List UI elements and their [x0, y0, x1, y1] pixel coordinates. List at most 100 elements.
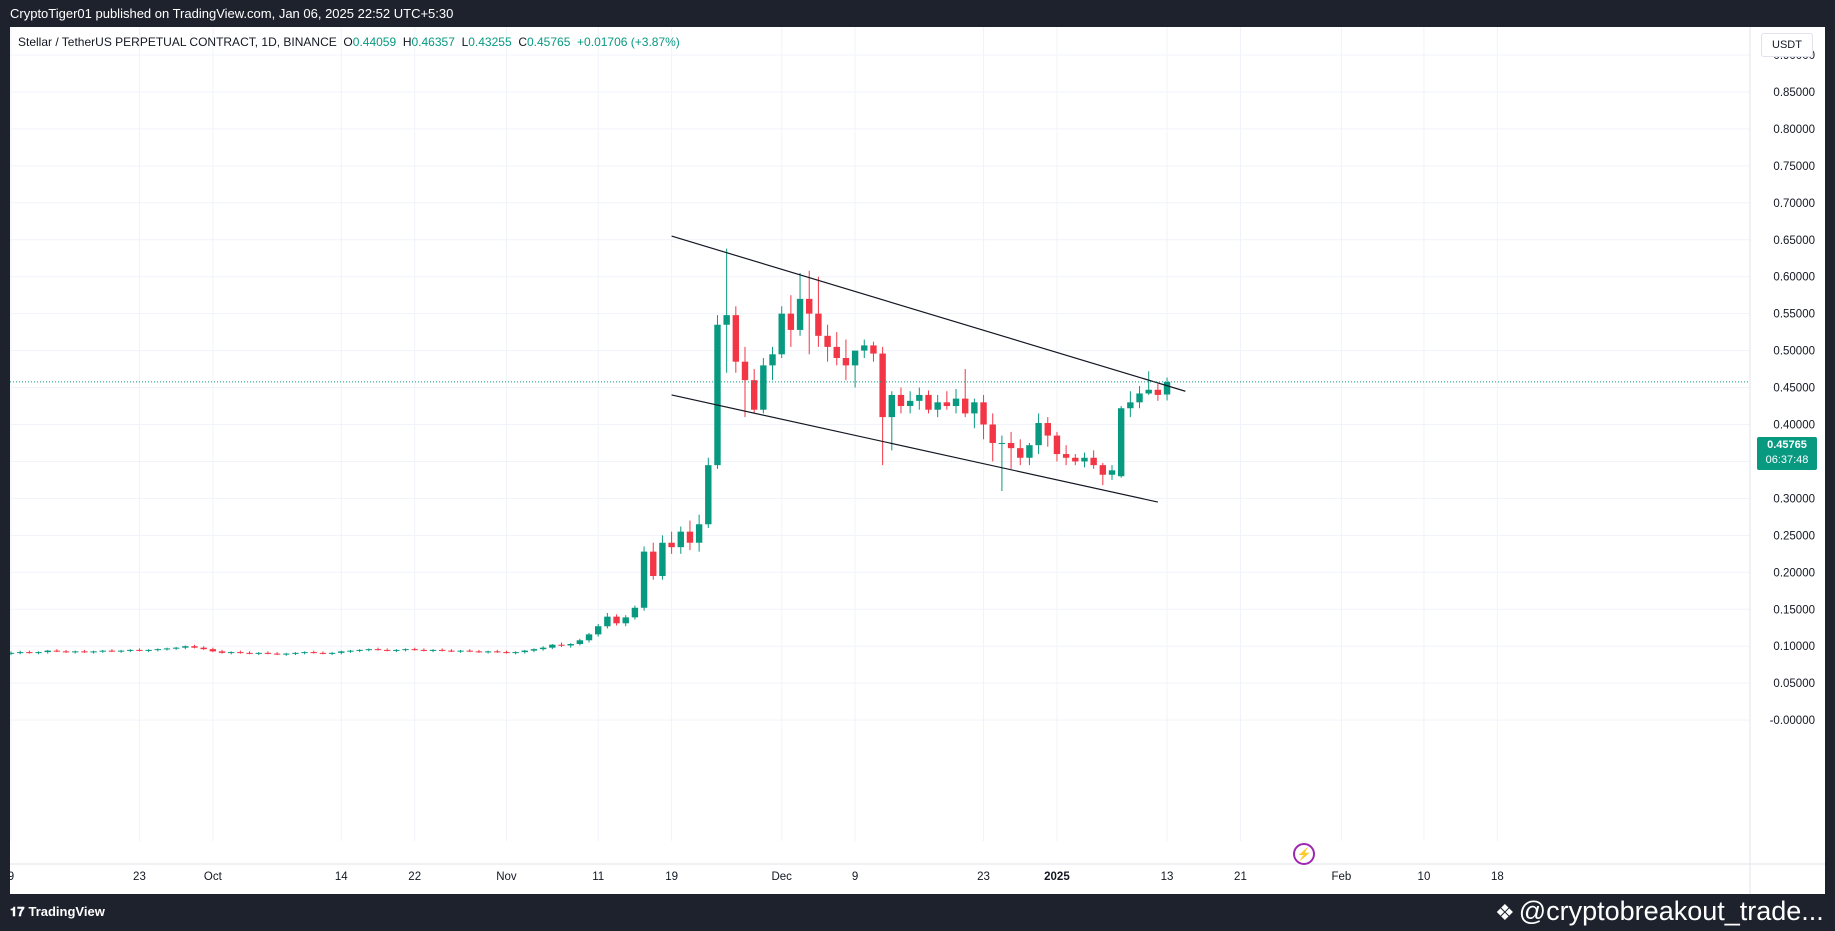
- candle: [127, 649, 134, 651]
- candle: [870, 345, 877, 354]
- x-tick-label: 23: [133, 871, 146, 883]
- lightning-icon[interactable]: ⚡: [1293, 843, 1315, 865]
- candle: [640, 551, 648, 608]
- trendline-lower: [671, 394, 1159, 503]
- last-price-label: 0.45765 06:37:48: [1757, 437, 1817, 470]
- candle: [741, 361, 749, 381]
- candle: [934, 402, 941, 410]
- candle: [411, 649, 418, 651]
- high-value: 0.46357: [411, 35, 455, 49]
- candle: [622, 617, 629, 624]
- candle: [787, 313, 795, 330]
- candle: [1053, 435, 1061, 455]
- trendline-upper: [671, 235, 1186, 392]
- candle: [824, 335, 831, 347]
- candle: [1099, 465, 1107, 475]
- candle: [44, 650, 51, 653]
- candle: [16, 652, 24, 654]
- candle: [980, 402, 987, 425]
- candle: [604, 616, 611, 627]
- y-tick-label: 0.25000: [1773, 530, 1815, 542]
- candle: [796, 298, 804, 330]
- x-tick-label: Dec: [771, 871, 792, 883]
- candle: [172, 647, 180, 649]
- y-tick-label: 0.20000: [1773, 567, 1815, 579]
- low-value: 0.43255: [468, 35, 512, 49]
- candle: [246, 652, 253, 654]
- close-label: C: [518, 35, 527, 49]
- candle: [916, 394, 923, 401]
- candle: [585, 634, 593, 641]
- x-tick-label: 22: [408, 871, 421, 883]
- x-tick-label: 9: [852, 871, 858, 883]
- candle: [595, 626, 602, 635]
- currency-button[interactable]: USDT: [1761, 33, 1813, 57]
- candle: [163, 648, 171, 650]
- candle: [952, 398, 960, 407]
- candle: [723, 315, 730, 325]
- candle: [906, 400, 914, 407]
- watermark: ❖ @cryptobreakout_trade...: [1495, 896, 1824, 927]
- candle: [475, 651, 483, 653]
- candle: [402, 649, 409, 651]
- candle: [925, 394, 932, 410]
- candle: [328, 652, 336, 654]
- candle: [117, 650, 125, 652]
- chart-panel[interactable]: 0.900000.850000.800000.750000.700000.650…: [10, 27, 1825, 894]
- candle: [182, 646, 189, 648]
- candle: [677, 531, 684, 548]
- candle: [218, 651, 226, 653]
- candle: [26, 652, 33, 654]
- candle: [943, 402, 951, 407]
- candle: [888, 394, 895, 418]
- candle: [1117, 408, 1125, 477]
- x-tick-label: 19: [665, 871, 678, 883]
- candle: [539, 647, 547, 650]
- y-tick-label: 0.15000: [1773, 604, 1815, 616]
- candle: [512, 652, 519, 654]
- candle: [154, 649, 161, 651]
- footer-bar: 𝟏𝟕 TradingView ❖ @cryptobreakout_trade...: [0, 894, 1835, 931]
- close-value: 0.45765: [526, 35, 571, 49]
- candle: [310, 652, 317, 654]
- candle: [283, 653, 290, 655]
- candle: [1154, 389, 1162, 395]
- x-tick-label: Feb: [1331, 871, 1351, 883]
- candle: [558, 644, 565, 646]
- candle: [10, 652, 15, 654]
- candle: [72, 651, 79, 653]
- y-tick-label: -0.00000: [1770, 715, 1815, 727]
- candle: [292, 652, 299, 654]
- candle: [35, 652, 42, 654]
- x-tick-label: 9: [10, 871, 14, 883]
- candle: [732, 315, 740, 362]
- symbol-name[interactable]: Stellar / TetherUS PERPETUAL CONTRACT, 1…: [18, 35, 337, 49]
- x-tick-label: 10: [1418, 871, 1431, 883]
- candle: [383, 649, 391, 651]
- open-value: 0.44059: [352, 35, 397, 49]
- price-chart[interactable]: 0.900000.850000.800000.750000.700000.650…: [10, 27, 1825, 894]
- tradingview-logo[interactable]: 𝟏𝟕 TradingView: [10, 904, 105, 920]
- candle: [989, 424, 996, 443]
- y-tick-label: 0.45000: [1773, 383, 1815, 395]
- y-tick-label: 0.40000: [1773, 420, 1815, 432]
- y-tick-label: 0.60000: [1773, 272, 1815, 284]
- x-tick-label: 18: [1491, 871, 1504, 883]
- diamond-logo-icon: ❖: [1495, 900, 1515, 925]
- candle: [806, 298, 813, 314]
- candle: [338, 651, 345, 653]
- candle: [457, 650, 464, 652]
- candle: [815, 313, 822, 336]
- candle: [1145, 389, 1152, 394]
- candle: [695, 524, 703, 543]
- candle: [99, 650, 106, 652]
- low-label: L: [461, 35, 469, 49]
- candle: [81, 651, 88, 653]
- candle: [90, 651, 97, 653]
- candle: [750, 380, 758, 410]
- candle: [650, 551, 657, 576]
- candle: [1081, 457, 1088, 462]
- candle: [1035, 423, 1042, 446]
- y-tick-label: 0.70000: [1773, 198, 1815, 210]
